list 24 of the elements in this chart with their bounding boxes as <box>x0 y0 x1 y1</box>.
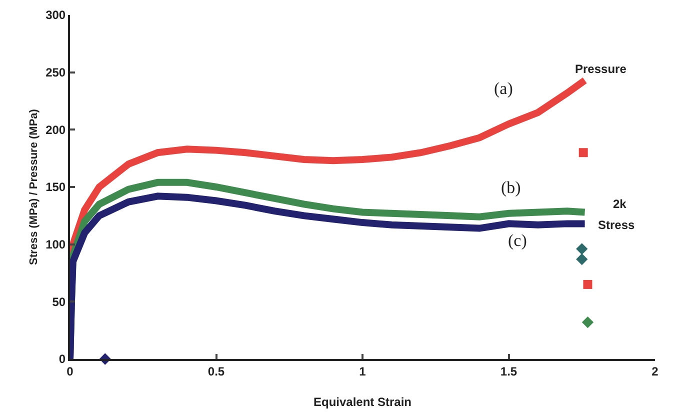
y-tick-label: 100 <box>46 238 66 252</box>
point <box>578 148 588 158</box>
annotation: (c) <box>508 231 527 250</box>
annotation: (b) <box>501 178 521 197</box>
x-tick-label: 0.5 <box>208 364 225 378</box>
point <box>582 316 594 328</box>
point <box>576 253 588 266</box>
y-tick-label: 300 <box>46 8 66 22</box>
y-tick-label: 250 <box>46 66 66 80</box>
point <box>583 280 592 289</box>
x-tick-label: 1.5 <box>500 364 518 378</box>
y-tick-label: 200 <box>46 122 66 137</box>
annotation: (a) <box>494 79 513 98</box>
x-tick-label: 1 <box>359 364 366 378</box>
y-tick-label: 150 <box>46 180 66 194</box>
y-axis-title: Stress (MPa) / Pressure (MPa) <box>28 108 40 265</box>
point <box>576 243 588 255</box>
y-tick-label: 50 <box>52 294 66 309</box>
x-tick-label: 2 <box>652 364 659 378</box>
annotation: Pressure <box>575 62 627 76</box>
annotation: Stress <box>598 218 636 232</box>
annotation: 2k <box>613 197 627 211</box>
y-tick-label: 0 <box>58 352 66 366</box>
x-axis-title: Equivalent Strain <box>313 395 412 409</box>
